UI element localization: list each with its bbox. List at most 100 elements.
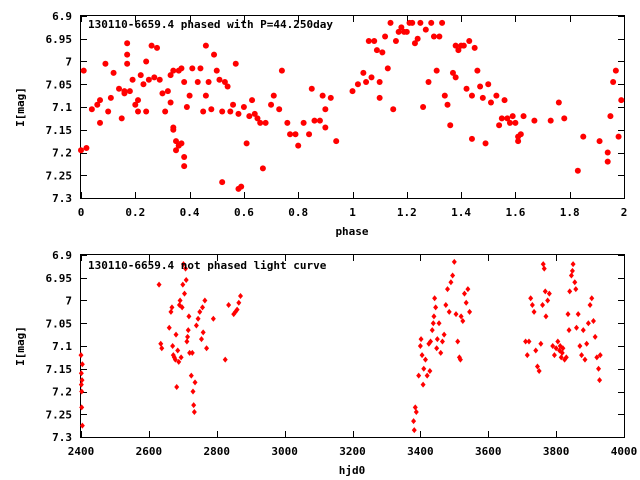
- phased-data-point: [238, 183, 245, 190]
- phased-data-point: [333, 138, 340, 145]
- phased-data-point: [379, 49, 386, 56]
- phased-data-point: [311, 117, 318, 124]
- phased-data-point: [354, 81, 361, 88]
- phased-data-point: [506, 119, 513, 126]
- phased-data-point: [441, 92, 448, 99]
- phased-x-tick-label: 2: [621, 206, 628, 219]
- unphased-data-point: [575, 311, 581, 318]
- unphased-x-tick-label: 2600: [136, 445, 163, 458]
- phased-data-point: [97, 97, 104, 104]
- unphased-data-point: [529, 302, 535, 309]
- phased-chart-x-axis-label: phase: [335, 225, 368, 238]
- unphased-data-point: [418, 336, 424, 343]
- unphased-data-point: [584, 340, 590, 347]
- phased-data-point: [452, 74, 459, 81]
- phased-data-point: [135, 97, 142, 104]
- phased-data-point: [373, 47, 380, 54]
- phased-data-point: [287, 131, 294, 138]
- unphased-data-point: [594, 354, 600, 361]
- unphased-chart-plot-frame: [80, 254, 625, 438]
- unphased-data-point: [441, 331, 447, 338]
- unphased-data-point: [590, 317, 596, 324]
- unphased-x-tick-label: 2400: [68, 445, 95, 458]
- phased-data-point: [463, 85, 470, 92]
- phased-data-point: [107, 94, 114, 101]
- phased-data-point: [110, 69, 117, 76]
- phased-data-point: [474, 67, 481, 74]
- unphased-data-point: [416, 372, 422, 379]
- phased-data-point: [306, 131, 313, 138]
- unphased-data-point: [455, 338, 461, 345]
- phased-data-point: [496, 122, 503, 129]
- phased-data-point: [596, 138, 603, 145]
- phased-data-point: [455, 47, 462, 54]
- unphased-x-tick-label: 3800: [543, 445, 570, 458]
- phased-data-point: [259, 165, 266, 172]
- phased-data-point: [135, 108, 142, 115]
- unphased-data-point: [222, 356, 228, 363]
- phased-data-point: [251, 110, 258, 117]
- unphased-data-point: [184, 338, 190, 345]
- phased-data-point: [219, 179, 226, 186]
- phased-data-point: [368, 74, 375, 81]
- phased-data-point: [118, 115, 125, 122]
- phased-data-point: [615, 133, 622, 140]
- unphased-light-curve-chart: 6.9 6.95 7 7.05 7.1 7.15 7.2 7.25 7.3 2400 2600 28…: [14, 249, 637, 477]
- unphased-data-point: [461, 290, 467, 297]
- unphased-y-tick-label: 6.9: [52, 249, 72, 262]
- phased-data-point: [170, 124, 177, 131]
- unphased-chart-y-axis-label: I[mag]: [14, 326, 27, 366]
- phased-data-point: [208, 106, 215, 113]
- unphased-data-point: [536, 368, 542, 375]
- unphased-data-point: [199, 304, 205, 311]
- phased-data-point: [254, 115, 261, 122]
- phased-data-point: [278, 67, 285, 74]
- unphased-chart-title: 130110-6659.4 not phased light curve: [88, 259, 327, 272]
- phased-data-point: [102, 60, 109, 67]
- unphased-data-point: [432, 295, 438, 302]
- unphased-data-point: [79, 404, 85, 411]
- phased-data-point: [580, 133, 587, 140]
- unphased-data-point: [573, 286, 579, 293]
- unphased-data-point: [174, 383, 180, 390]
- phased-data-point: [466, 38, 473, 45]
- unphased-data-point: [421, 365, 427, 372]
- phased-data-point: [360, 69, 367, 76]
- phased-data-point: [610, 78, 617, 85]
- phased-data-point: [173, 147, 180, 154]
- phased-x-tick-label: 1.6: [505, 206, 525, 219]
- unphased-data-point: [434, 336, 440, 343]
- unphased-data-point: [169, 304, 175, 311]
- phased-data-point: [129, 76, 136, 83]
- unphased-data-point: [182, 290, 188, 297]
- phased-data-point: [78, 147, 84, 154]
- phased-data-point: [604, 149, 611, 156]
- phased-data-point: [509, 113, 516, 120]
- phased-data-point: [371, 38, 378, 45]
- unphased-data-point: [412, 404, 418, 411]
- unphased-data-point: [424, 372, 430, 379]
- phased-data-point: [387, 19, 394, 26]
- phased-data-point: [194, 78, 201, 85]
- phased-data-point: [94, 101, 101, 108]
- unphased-data-point: [438, 349, 444, 356]
- phased-data-point: [376, 94, 383, 101]
- phased-data-point: [395, 28, 402, 35]
- unphased-data-point: [458, 313, 464, 320]
- phased-data-point: [143, 108, 150, 115]
- phased-data-point: [181, 163, 188, 170]
- phased-data-point: [468, 92, 475, 99]
- unphased-data-point: [185, 327, 191, 334]
- unphased-data-point: [450, 272, 456, 279]
- phased-data-point: [547, 117, 554, 124]
- unphased-data-point: [234, 306, 240, 313]
- unphased-data-point: [445, 286, 451, 293]
- unphased-x-tick-label: 3600: [475, 445, 502, 458]
- phased-y-tick-label: 7.15: [46, 124, 73, 137]
- unphased-data-point: [541, 265, 547, 272]
- phased-x-tick-label: 1.8: [560, 206, 580, 219]
- phased-data-point: [487, 99, 494, 106]
- phased-data-point: [363, 78, 370, 85]
- unphased-data-point: [210, 315, 216, 322]
- phased-data-point: [430, 33, 437, 40]
